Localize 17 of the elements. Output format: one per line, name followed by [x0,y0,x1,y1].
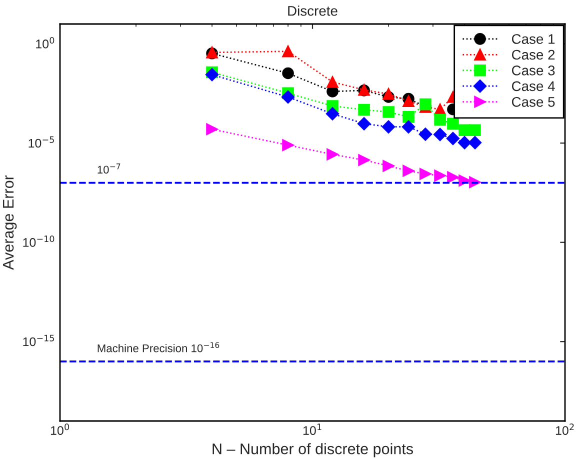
legend-label: Case 4 [512,81,555,92]
legend-label: Case 2 [512,50,555,60]
x-tick-label: 10$^{1}$ [303,424,322,435]
chart-title: Discrete [288,6,338,16]
ref-line-label: 10$^{−7}$ [98,164,120,174]
y-tick-label: 10$^{−15}$ [23,334,54,346]
ref-line-label: Machine Precision 10$^{−16}$ [98,342,220,352]
y-tick-label: 10$^{−5}$ [28,136,54,148]
x-axis-title: N – Number of discrete points [212,443,413,458]
legend-label: Case 5 [512,96,555,107]
y-tick-label: 10$^{−10}$ [23,236,54,247]
x-tick-label: 10$^{2}$ [556,424,574,435]
y-axis-title: Average Error [3,175,17,270]
legend-label: Case 3 [512,66,555,76]
x-tick-label: 10$^{0}$ [50,424,70,435]
legend-label: Case 1 [512,34,555,44]
y-tick-label: 10$^{0}$ [36,37,54,48]
